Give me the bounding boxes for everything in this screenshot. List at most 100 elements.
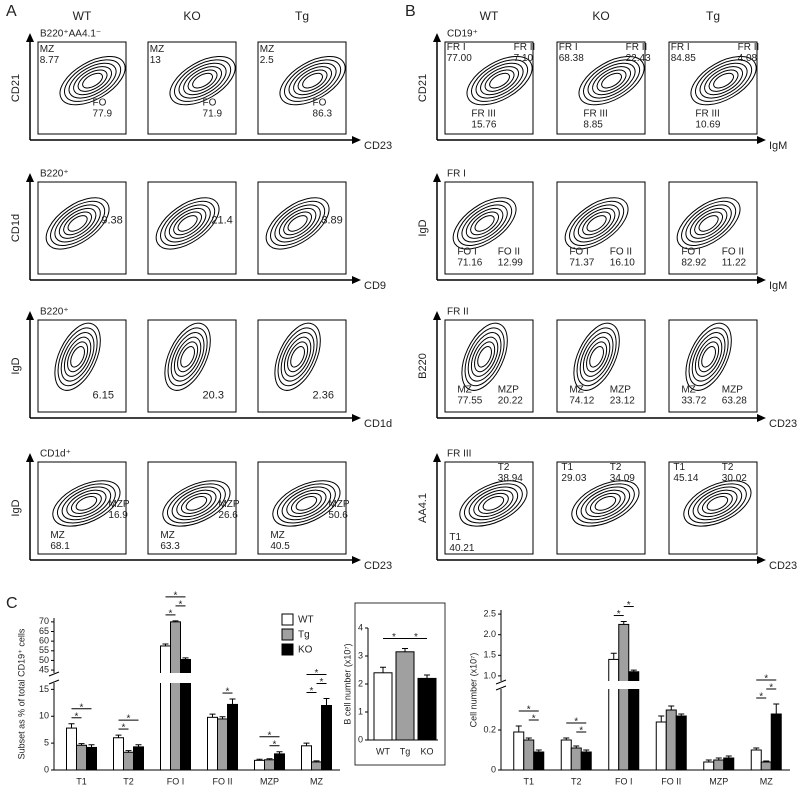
plot-frame [668,41,758,135]
contour [270,200,326,246]
contour [73,66,113,96]
contour [467,332,502,382]
contour [67,215,88,232]
legend-swatch [281,628,294,641]
column-header: Tg [295,9,309,23]
gate-label: B220⁺AA4.1⁻ [40,29,101,40]
error-bar [162,643,169,646]
gate-value: 30.02 [722,473,747,484]
column-header: WT [480,9,499,23]
error-bar [303,742,310,746]
y-tick-label: 1.5 [483,650,496,660]
bar [274,753,285,771]
bar [608,658,620,771]
contour [704,66,744,96]
contour [578,55,645,106]
error-bar [172,620,179,622]
significance-label: * [174,591,178,602]
contour [579,332,614,382]
contour [280,332,315,382]
contour [57,483,116,524]
contour [573,322,620,391]
gate-name: FO I [457,247,476,258]
gate-name: MZP [498,385,519,396]
gate-value: 6.15 [93,389,114,401]
arrowhead [352,136,361,144]
contour [164,204,211,243]
contour [586,341,608,373]
contour [586,215,607,232]
bar [513,731,525,771]
gate-value: 68.1 [50,541,70,552]
contour [683,480,752,527]
contour [713,72,734,89]
contour [576,327,617,387]
y-tick-label: 10 [39,711,49,721]
y-tick-label: 2 [358,678,363,688]
arrowhead [26,33,34,42]
contour [63,211,93,236]
y-axis-label: B cell number (x10⁷) [342,643,352,724]
arrowhead [757,414,766,422]
arrowhead [433,33,441,42]
x-tick-label: MZP [260,776,279,786]
plot-frame [147,41,237,135]
bar [227,703,238,771]
plot-frame [37,41,127,135]
contour [155,197,220,250]
gate-name: MZ [569,385,583,396]
gate-value: 38.94 [498,473,523,484]
bar [301,745,312,771]
gate-name: FO II [498,247,520,258]
error-bar [620,621,627,625]
bar [254,759,265,771]
contour [45,197,110,250]
contour [695,59,753,102]
y-tick-label: 2.0 [483,629,496,639]
x-tick-label: FO I [167,776,185,786]
error-bar [610,652,617,660]
contour [61,486,112,521]
contour [477,492,509,514]
contour [475,62,524,99]
contour [452,197,517,250]
contour [288,62,337,99]
y-tick-label: 1 [358,706,363,716]
error-bar [276,751,283,754]
arrowhead [352,414,361,422]
contour [176,489,217,518]
y-tick-label: 50 [39,655,49,665]
x-axis-label: CD9 [364,280,386,292]
gate-value: 20.22 [498,396,523,407]
gate-value: 71.9 [203,108,223,119]
gate-name: MZ [40,44,54,55]
contour [185,496,208,511]
gate-value: 40.5 [270,541,290,552]
gate-name: T1 [561,462,573,473]
bar [703,761,715,771]
arrowhead [352,556,361,564]
y-axis-label: B220 [417,353,429,379]
gate-name: MZ [681,385,695,396]
gate-name: MZP [108,499,129,510]
error-bar [88,744,95,748]
y-axis-label: CD1d [10,214,22,242]
contour [171,486,222,521]
contour [706,496,729,511]
gate-value: 29.03 [561,473,586,484]
contour [688,483,747,524]
contour [54,204,101,243]
error-bar [256,758,263,761]
x-tick-label: T2 [123,776,134,786]
contour [283,336,312,377]
x-tick-label: T1 [76,776,87,786]
contour [468,486,519,521]
significance-label: * [169,609,173,620]
gate-value: 20.3 [203,389,224,401]
x-axis-label: IgM [769,280,787,292]
bar [264,759,275,771]
error-bar [773,703,780,714]
contour [482,496,505,511]
significance-label: * [273,739,277,750]
error-bar [380,666,386,673]
